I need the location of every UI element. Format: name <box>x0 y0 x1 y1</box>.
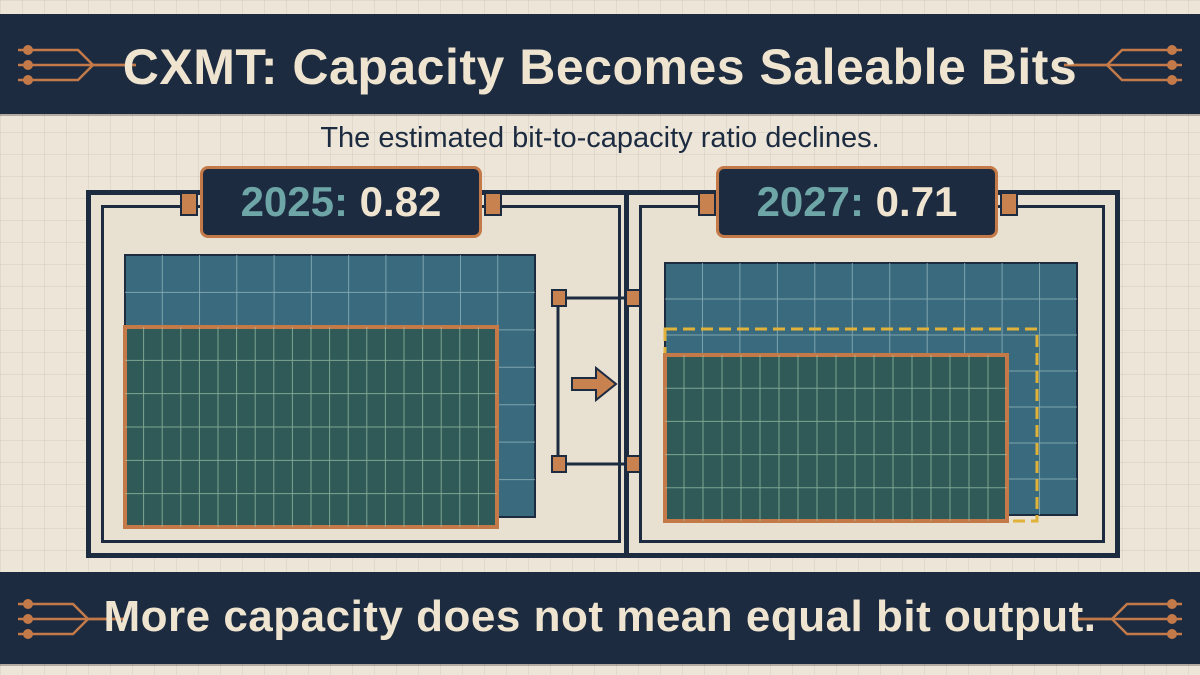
capacity-diagram-2025 <box>123 254 536 529</box>
circuit-trace-icon <box>1064 45 1182 85</box>
subtitle: The estimated bit-to-capacity ratio decl… <box>320 122 880 154</box>
bit-output-area <box>663 353 1009 523</box>
bit-output-area <box>123 325 499 529</box>
capacity-diagram-2027 <box>663 262 1078 523</box>
title-banner: CXMT: Capacity Becomes Saleable Bits <box>0 14 1200 114</box>
arrow-right-icon <box>571 365 618 403</box>
label-tab <box>484 192 502 216</box>
circuit-trace-icon <box>18 599 126 639</box>
ratio-label-2025: 2025: 0.82 <box>200 166 482 238</box>
panel-2025 <box>86 190 636 558</box>
page-title: CXMT: Capacity Becomes Saleable Bits <box>122 39 1078 95</box>
label-tab <box>180 192 198 216</box>
ratio-value-2027: 0.71 <box>875 178 958 225</box>
footer-caption: More capacity does not mean equal bit ou… <box>103 592 1097 641</box>
ratio-value-2025: 0.82 <box>359 178 442 225</box>
circuit-trace-icon <box>18 45 136 85</box>
label-tab <box>698 192 716 216</box>
year-2025: 2025: <box>240 178 348 225</box>
caption-banner: More capacity does not mean equal bit ou… <box>0 572 1200 664</box>
panel-2027 <box>624 190 1120 558</box>
label-tab <box>1000 192 1018 216</box>
year-2027: 2027: <box>756 178 864 225</box>
ratio-label-2027: 2027: 0.71 <box>716 166 998 238</box>
connector-links <box>551 289 640 473</box>
circuit-trace-icon <box>1074 599 1182 639</box>
